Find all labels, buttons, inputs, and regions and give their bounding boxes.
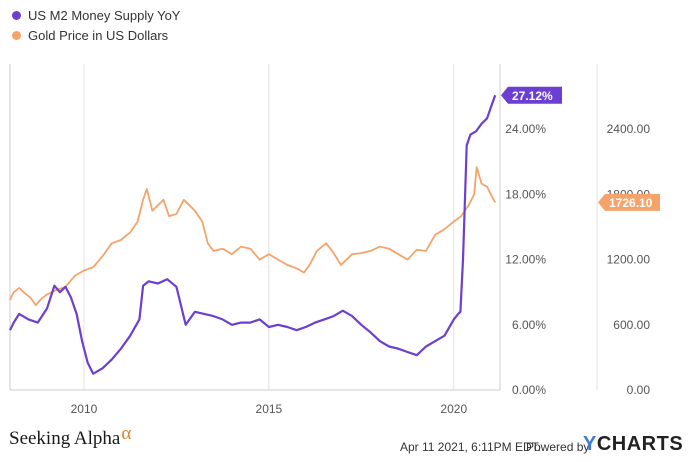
series-line-m2	[9, 94, 497, 375]
legend-item-m2[interactable]: US M2 Money Supply YoY	[12, 5, 180, 25]
powered-by-text: Powered by	[526, 440, 590, 454]
y-left-tick-label: 6.00%	[512, 318, 546, 332]
y-left-tick-label: 0.00%	[512, 383, 546, 397]
y-left-tick-label: 18.00%	[505, 187, 546, 201]
alpha-icon: α	[121, 423, 132, 444]
y-left-tick-label: 12.00%	[505, 253, 546, 267]
timestamp: Apr 11 2021, 6:11PM EDT.	[400, 440, 541, 454]
y-right-tick-label: 1200.00	[607, 253, 651, 267]
legend-dot-m2	[12, 10, 21, 20]
x-tick-label: 2015	[256, 402, 283, 416]
chart-svg: 2010 2015 2020 0.00% 6.00% 12.00% 18.00% 24.00%…	[9, 64, 660, 416]
legend-dot-gold	[12, 30, 21, 40]
ycharts-logo[interactable]: YCHARTS	[583, 433, 683, 456]
x-tick-label: 2010	[71, 402, 98, 416]
legend-label-m2: US M2 Money Supply YoY	[28, 7, 181, 23]
legend-label-gold: Gold Price in US Dollars	[28, 27, 169, 43]
ycharts-wordmark: CHARTS	[596, 433, 684, 455]
end-badge-gold	[598, 193, 660, 211]
legend-item-gold[interactable]: Gold Price in US Dollars	[12, 25, 180, 45]
y-right-tick-label: 0.00	[627, 383, 651, 397]
end-badge-label-gold: 1726.10	[609, 196, 653, 210]
logo-text: Seeking Alpha	[9, 428, 121, 449]
y-right-tick-label: 600.00	[613, 318, 650, 332]
end-badge-label-m2: 27.12%	[512, 89, 553, 103]
footer: Seeking Alphaα Apr 11 2021, 6:11PM EDT. …	[0, 423, 700, 462]
x-tick-label: 2020	[440, 402, 467, 416]
series-line-gold	[9, 166, 496, 307]
seeking-alpha-logo: Seeking Alphaα	[9, 423, 131, 450]
y-right-tick-label: 2400.00	[607, 122, 651, 136]
ycharts-y-icon: Y	[583, 433, 597, 455]
y-left-tick-label: 24.00%	[505, 122, 546, 136]
end-badge-m2	[501, 86, 562, 104]
legend: US M2 Money Supply YoY Gold Price in US …	[12, 5, 180, 45]
